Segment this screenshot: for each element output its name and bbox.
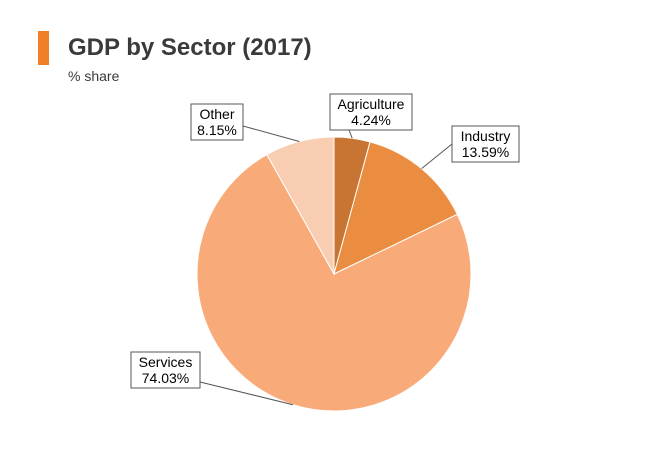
- pie-label-box: [329, 93, 413, 131]
- pie-slice-industry: [333, 141, 458, 275]
- pie-label-name: Agriculture: [338, 96, 405, 112]
- pie-slices: [196, 136, 472, 412]
- pie-label-name: Other: [199, 106, 234, 122]
- pie-label-box: [130, 351, 201, 389]
- pie-label-value: 13.59%: [462, 144, 509, 160]
- chart-subtitle: % share: [68, 68, 120, 84]
- leader-line-services: [199, 381, 294, 406]
- chart-title: GDP by Sector (2017): [68, 34, 312, 61]
- pie-label-value: 8.15%: [197, 122, 237, 138]
- pie-label-value: 4.24%: [351, 112, 391, 128]
- pie-leader-lines: [199, 125, 453, 406]
- pie-label-name: Services: [139, 354, 193, 370]
- leader-line-agriculture: [348, 129, 353, 139]
- title-accent-bar: [38, 31, 49, 65]
- leader-line-other: [242, 125, 300, 142]
- pie-label-box: [190, 103, 244, 141]
- pie-label-box: [451, 125, 520, 163]
- pie-label-value: 74.03%: [142, 370, 189, 386]
- pie-label-name: Industry: [461, 128, 511, 144]
- leader-line-industry: [421, 143, 453, 170]
